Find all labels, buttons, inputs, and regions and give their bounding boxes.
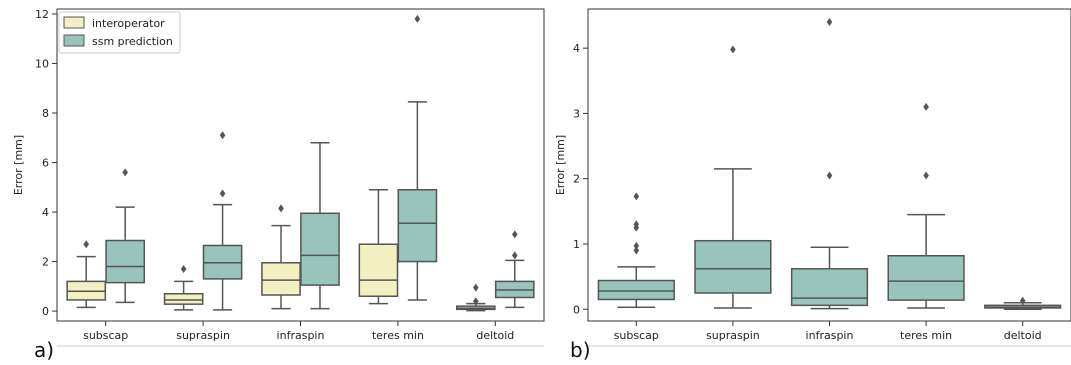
outlier-point (633, 246, 640, 255)
outlier-point (923, 171, 929, 180)
outlier-point (1019, 296, 1026, 305)
legend-label-interoperator: interoperator (92, 17, 165, 30)
chart-b-xtick-label-teres-min: teres min (900, 329, 952, 342)
chart-b-ytick-label: 4 (573, 42, 580, 55)
outlier-point (83, 240, 90, 249)
chart-a-ytick-label: 6 (42, 157, 49, 170)
chart-a-ytick-label: 2 (42, 256, 49, 269)
chart-b-xtick-label-deltoid: deltoid (1004, 329, 1042, 342)
outlier-point (278, 204, 284, 213)
legend-swatch-interoperator (63, 16, 85, 29)
box-iqr (300, 212, 340, 286)
chart-a-xtick-label-supraspin: supraspin (176, 329, 230, 342)
chart-b-xtick-label-subscap: subscap (614, 329, 659, 342)
chart-b-ytick-label: 2 (573, 173, 580, 186)
box-iqr (358, 243, 399, 297)
chart-a-box-teres-min-ssm-prediction (397, 14, 438, 301)
outlier-point (633, 241, 640, 250)
chart-a-ytick-label: 4 (42, 206, 49, 219)
chart-b: 0 1 2 3 4 subscap supraspin infraspin teres min d… (554, 8, 1071, 342)
outlier-point (473, 283, 479, 292)
outlier-point (633, 192, 640, 201)
chart-b-ytick-label: 3 (573, 107, 580, 120)
legend-label-ssm-prediction: ssm prediction (92, 35, 173, 48)
chart-b-xtick-label-supraspin: supraspin (706, 329, 760, 342)
chart-a-xtick-label-teres-min: teres min (372, 329, 424, 342)
outlier-point (730, 45, 736, 54)
legend-frame (58, 11, 181, 54)
chart-a-ytick-label: 10 (35, 57, 49, 70)
chart-a-xtick-label-deltoid: deltoid (476, 329, 514, 342)
chart-b-box-supraspin (694, 45, 772, 309)
outlier-point (923, 102, 929, 111)
panel-label-b: b) (570, 338, 591, 362)
chart-a-legend: interoperator ssm prediction (58, 11, 181, 54)
chart-a: 0 2 4 6 8 10 12 subscap supraspin infraspin teres … (12, 8, 545, 342)
outlier-point (826, 171, 833, 180)
outlier-point (473, 297, 479, 306)
outlier-point (219, 189, 226, 198)
chart-b-box-subscap (597, 192, 675, 309)
chart-b-box-deltoid (984, 296, 1062, 311)
chart-b-ytick-label: 1 (573, 238, 580, 251)
chart-a-xtick-label-subscap: subscap (83, 329, 128, 342)
box-iqr (163, 293, 204, 305)
box-iqr (397, 189, 438, 263)
box-iqr (694, 239, 772, 294)
chart-a-ytick-label: 0 (42, 305, 49, 318)
chart-a-box-supraspin-interoperator (163, 265, 204, 311)
panel-label-a: a) (34, 338, 55, 362)
outlier-point (826, 18, 833, 27)
chart-b-xtick-label-infraspin: infraspin (806, 329, 854, 342)
legend-swatch-ssm-prediction (63, 34, 85, 47)
chart-b-box-infraspin (790, 18, 869, 310)
outlier-point (180, 265, 187, 273)
outlier-point (633, 220, 640, 229)
outlier-point (219, 131, 226, 140)
chart-a-box-supraspin-ssm-prediction (202, 131, 243, 311)
chart-a-box-subscap-interoperator (66, 240, 107, 309)
outlier-point (122, 168, 128, 177)
outlier-point (511, 230, 518, 239)
box-iqr (261, 262, 301, 296)
chart-a-box-subscap-ssm-prediction (105, 168, 146, 304)
chart-a-box-infraspin-interoperator (261, 204, 301, 310)
chart-b-ytick-label: 0 (573, 303, 580, 316)
chart-a-box-infraspin-ssm-prediction (300, 141, 340, 310)
outlier-point (414, 14, 421, 23)
chart-a-ytick-label: 8 (42, 107, 49, 120)
chart-b-y-axis-label: Error [mm] (554, 135, 567, 195)
box-iqr (790, 268, 869, 307)
box-iqr (887, 254, 965, 301)
chart-a-xtick-label-infraspin: infraspin (277, 329, 325, 342)
outlier-point (511, 251, 518, 260)
chart-a-box-deltoid-ssm-prediction (494, 230, 535, 309)
chart-a-y-axis-label: Error [mm] (12, 135, 25, 195)
chart-a-ytick-label: 12 (35, 8, 49, 21)
box-iqr (105, 239, 146, 284)
chart-a-box-deltoid-interoperator (455, 283, 496, 312)
chart-a-box-teres-min-interoperator (358, 189, 399, 305)
box-iqr (597, 279, 675, 301)
chart-b-box-teres-min (887, 102, 965, 309)
